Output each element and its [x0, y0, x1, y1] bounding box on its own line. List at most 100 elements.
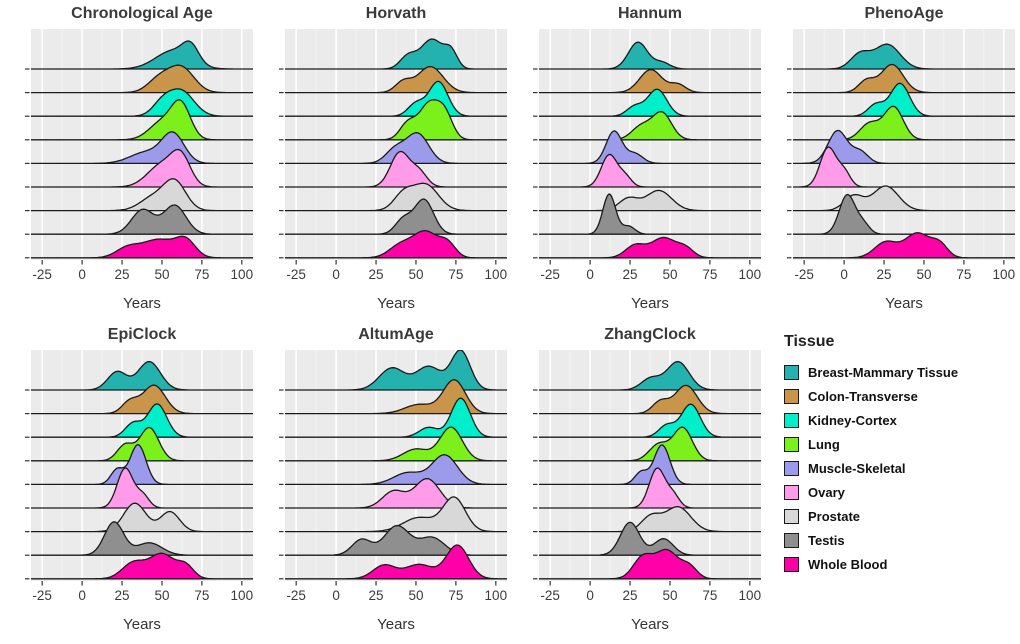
panel-zhangclock: ZhangClock -25 0 25 50 75 100 Years	[512, 323, 766, 644]
ridge-colon	[539, 384, 761, 415]
legend-item-prostate: Prostate	[784, 509, 1020, 524]
panel-title: Horvath	[365, 5, 427, 22]
x-tick-label: 100	[739, 588, 762, 603]
x-axis-title: Years	[123, 295, 161, 312]
x-tick-label: 50	[662, 267, 677, 282]
ridge-breast	[793, 43, 1015, 70]
ridge-muscle	[539, 444, 761, 486]
legend-item-colon: Colon-Transverse	[784, 389, 1020, 404]
ridge-muscle	[285, 132, 507, 165]
ridge-colon	[285, 65, 507, 94]
panel-title: Hannum	[618, 5, 682, 22]
legend-swatch	[784, 485, 799, 500]
x-tick-label: 75	[448, 267, 463, 282]
ridge-whole_blood	[31, 235, 253, 259]
ridge-muscle	[285, 454, 507, 486]
x-tick-label: 50	[916, 267, 931, 282]
ridge-kidney	[285, 80, 507, 117]
legend-label: Ovary	[808, 485, 845, 500]
ridge-muscle	[31, 131, 253, 165]
ridgeline-plot: -25 0 25 50 75 100	[787, 29, 1015, 282]
panel-title: ZhangClock	[604, 326, 696, 343]
ridge-breast	[31, 40, 253, 70]
x-tick-label: 0	[78, 267, 86, 282]
panel-horvath: Horvath -25 0 25 50 75 100 Years	[258, 2, 512, 323]
legend-item-breast: Breast-Mammary Tissue	[784, 365, 1020, 380]
ridge-muscle	[539, 130, 761, 165]
ridge-kidney	[31, 403, 253, 438]
ridge-breast	[539, 41, 761, 70]
ridge-colon	[539, 69, 761, 94]
ridge-kidney	[539, 88, 761, 117]
ridge-lung	[285, 99, 507, 141]
legend-swatch	[784, 389, 799, 404]
ridge-colon	[31, 64, 253, 94]
legend-label: Lung	[808, 437, 840, 452]
ridge-ovary	[539, 153, 761, 188]
panel-altumage: AltumAge -25 0 25 50 75 100 Years	[258, 323, 512, 644]
legend-item-testis: Testis	[784, 533, 1020, 548]
ridgeline-plot: -25 0 25 50 75 100	[279, 350, 507, 603]
ridge-lung	[31, 99, 253, 141]
x-tick-label: 50	[408, 267, 423, 282]
legend-item-muscle: Muscle-Skeletal	[784, 461, 1020, 476]
ridge-testis	[539, 521, 761, 556]
legend-swatch	[784, 437, 799, 452]
x-tick-label: -25	[32, 267, 52, 282]
ridgeline-plot: -25 0 25 50 75 100	[25, 29, 254, 282]
ridge-ovary	[539, 467, 761, 509]
panel-title: EpiClock	[107, 326, 177, 343]
x-axis-title: Years	[123, 616, 161, 633]
ridge-whole_blood	[285, 230, 507, 259]
ridge-prostate	[31, 178, 253, 212]
x-tick-label: 75	[702, 267, 717, 282]
panel-phenoage: PhenoAge -25 0 25 50 75 100 Years	[766, 2, 1020, 323]
legend-swatch	[784, 461, 799, 476]
panel-title: PhenoAge	[864, 5, 944, 22]
panel-title: AltumAge	[358, 326, 434, 343]
legend-label: Muscle-Skeletal	[808, 461, 906, 476]
legend-swatch	[784, 365, 799, 380]
legend-label: Testis	[808, 533, 845, 548]
x-tick-label: -25	[286, 588, 306, 603]
ridge-ovary	[31, 467, 253, 509]
x-tick-label: 75	[194, 588, 209, 603]
ridge-whole_blood	[539, 236, 761, 259]
ridge-whole_blood	[31, 552, 253, 580]
x-tick-label: 0	[78, 588, 86, 603]
ridge-muscle	[793, 129, 1015, 165]
legend-label: Prostate	[808, 509, 861, 524]
ridge-lung	[539, 426, 761, 462]
legend-item-whole_blood: Whole Blood	[784, 557, 1020, 572]
ridge-lung	[539, 110, 761, 141]
legend-item-kidney: Kidney-Cortex	[784, 413, 1020, 428]
ridge-colon	[285, 379, 507, 415]
x-tick-label: 0	[586, 267, 594, 282]
legend-swatch	[784, 509, 799, 524]
legend-label: Whole Blood	[808, 557, 888, 572]
x-tick-label: 0	[586, 588, 594, 603]
ridge-ovary	[31, 148, 253, 188]
x-tick-label: 75	[194, 267, 209, 282]
ridge-ovary	[285, 150, 507, 188]
ridgeline-plot: -25 0 25 50 75 100	[279, 29, 508, 282]
legend-item-lung: Lung	[784, 437, 1020, 452]
x-tick-label: 25	[369, 267, 384, 282]
x-tick-label: 100	[231, 588, 254, 603]
x-tick-label: 100	[231, 267, 254, 282]
ridgeline-plot: -25 0 25 50 75 100	[533, 29, 761, 282]
ridge-testis	[539, 193, 761, 235]
legend-label: Breast-Mammary Tissue	[808, 365, 959, 380]
ridge-kidney	[793, 82, 1015, 117]
ridgeline-plot: -25 0 25 50 75 100	[25, 350, 254, 603]
ridge-testis	[31, 204, 253, 235]
x-tick-label: 50	[154, 267, 169, 282]
x-tick-label: 75	[956, 267, 971, 282]
ridge-testis	[285, 524, 507, 556]
panel-chronological-age: Chronological Age -25 0 25 50 75 100 Years	[4, 2, 258, 323]
ridge-whole_blood	[285, 544, 507, 580]
ridge-kidney	[539, 403, 761, 438]
ridge-prostate	[285, 182, 507, 212]
ridge-whole_blood	[539, 548, 761, 580]
x-tick-label: 100	[485, 267, 508, 282]
